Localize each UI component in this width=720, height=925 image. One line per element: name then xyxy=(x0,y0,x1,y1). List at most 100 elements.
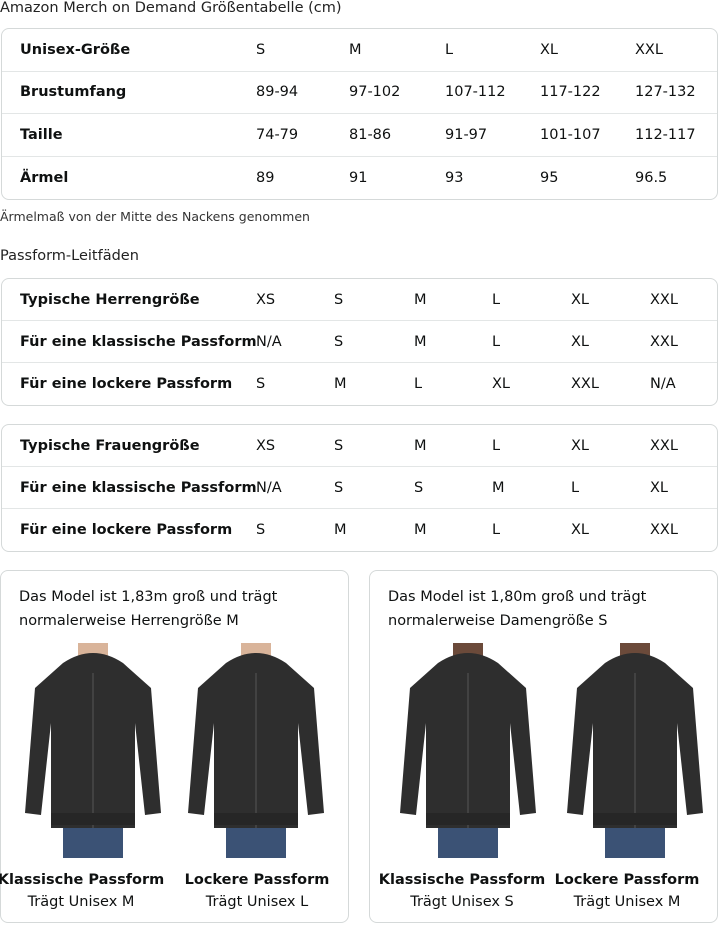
model-description: Das Model ist 1,83m groß und trägt norma… xyxy=(19,589,278,629)
table-row: Typische Herrengröße XS S M L XL XXL xyxy=(2,279,717,321)
sleeve-note: Ärmelmaß von der Mitte des Nackens genom… xyxy=(0,209,310,224)
row-label: Typische Herrengröße xyxy=(20,291,200,308)
table-cell: 89 xyxy=(256,169,275,186)
table-cell: L xyxy=(492,522,501,538)
table-row: Ärmel 89 91 93 95 96.5 xyxy=(2,157,717,200)
table-cell: XXL xyxy=(650,437,678,454)
table-cell: S xyxy=(256,522,266,538)
fit-label: Klassische Passform xyxy=(378,872,546,888)
women-fit-table: Typische Frauengröße XS S M L XL XXL Für eine k… xyxy=(1,424,718,552)
table-cell: XL xyxy=(571,437,590,454)
table-cell: L xyxy=(492,333,501,350)
model-photo xyxy=(23,643,163,858)
model-photo xyxy=(565,643,705,858)
table-cell: 81-86 xyxy=(349,126,392,143)
table-cell: XL xyxy=(571,291,590,308)
row-label: Brustumfang xyxy=(20,84,127,101)
table-cell: 74-79 xyxy=(256,126,299,143)
table-cell: N/A xyxy=(256,479,282,496)
row-label: Typische Frauengröße xyxy=(20,437,200,454)
table-cell: L xyxy=(445,41,454,58)
table-cell: XXL xyxy=(650,333,678,350)
wears-size: Trägt Unisex S xyxy=(410,894,514,910)
table-cell: XL xyxy=(650,479,669,496)
table-cell: M xyxy=(492,479,505,496)
table-cell: 89-94 xyxy=(256,84,299,101)
table-cell: XL xyxy=(540,41,559,58)
fit-label: Klassische Passform xyxy=(0,872,165,888)
table-cell: XL xyxy=(571,333,590,350)
table-cell: XL xyxy=(571,522,590,538)
table-cell: 91 xyxy=(349,169,368,186)
table-cell: S xyxy=(334,291,344,308)
table-cell: S xyxy=(414,479,424,496)
model-photo xyxy=(186,643,326,858)
table-cell: S xyxy=(256,41,266,58)
table-cell: 117-122 xyxy=(540,84,601,101)
table-cell: M xyxy=(414,291,427,308)
table-cell: L xyxy=(571,479,580,496)
table-row: Für eine lockere Passform S M M L XL XXL xyxy=(2,509,717,551)
table-cell: L xyxy=(492,291,501,308)
row-label: Für eine lockere Passform xyxy=(20,376,233,392)
model-caption: Lockere Passform Trägt Unisex M xyxy=(542,869,712,913)
model-caption: Lockere Passform Trägt Unisex L xyxy=(172,869,342,913)
wears-size: Trägt Unisex M xyxy=(27,894,135,910)
table-cell: XXL xyxy=(635,41,663,58)
table-row: Brustumfang 89-94 97-102 107-112 117-122 127-… xyxy=(2,72,717,114)
table-cell: M xyxy=(349,41,362,58)
table-cell: S xyxy=(334,479,344,496)
table-cell: 95 xyxy=(540,169,559,186)
table-row: Taille 74-79 81-86 91-97 101-107 112-117 xyxy=(2,114,717,157)
table-cell: M xyxy=(414,333,427,350)
table-cell: 91-97 xyxy=(445,126,488,143)
fit-label: Lockere Passform xyxy=(554,872,700,888)
model-caption: Klassische Passform Trägt Unisex S xyxy=(377,869,547,913)
table-cell: S xyxy=(334,333,344,350)
size-table: Unisex-Größe S M L XL XXL Brustumfang 89-94 97-1… xyxy=(1,28,718,200)
men-fit-table: Typische Herrengröße XS S M L XL XXL Für eine k… xyxy=(1,278,718,406)
fit-heading: Passform-Leitfäden xyxy=(0,248,139,264)
table-cell: M xyxy=(414,437,427,454)
men-model-card: Das Model ist 1,83m groß und trägt norma… xyxy=(0,570,349,923)
table-row: Typische Frauengröße XS S M L XL XXL xyxy=(2,425,717,467)
table-cell: N/A xyxy=(256,333,282,350)
table-cell: XS xyxy=(256,291,276,308)
model-photo xyxy=(398,643,538,858)
table-cell: L xyxy=(414,376,423,392)
table-cell: XL xyxy=(492,376,511,392)
wears-size: Trägt Unisex M xyxy=(573,894,681,910)
chart-title: Amazon Merch on Demand Größentabelle (cm… xyxy=(0,0,342,16)
table-cell: M xyxy=(414,522,427,538)
table-cell: 97-102 xyxy=(349,84,401,101)
table-cell: N/A xyxy=(650,376,676,392)
row-label: Für eine klassische Passform xyxy=(20,479,257,496)
table-cell: 107-112 xyxy=(445,84,506,101)
row-label: Ärmel xyxy=(20,169,69,186)
model-caption: Klassische Passform Trägt Unisex M xyxy=(0,869,166,913)
women-model-card: Das Model ist 1,80m groß und trägt norma… xyxy=(369,570,718,923)
table-cell: 101-107 xyxy=(540,126,601,143)
row-label: Taille xyxy=(20,126,63,143)
table-cell: M xyxy=(334,376,347,392)
table-row: Für eine lockere Passform S M L XL XXL N/A xyxy=(2,363,717,405)
table-cell: XXL xyxy=(571,376,599,392)
table-row: Unisex-Größe S M L XL XXL xyxy=(2,29,717,72)
table-cell: 127-132 xyxy=(635,84,696,101)
row-label: Für eine klassische Passform xyxy=(20,333,257,350)
table-cell: XS xyxy=(256,437,276,454)
table-cell: 93 xyxy=(445,169,464,186)
model-description: Das Model ist 1,80m groß und trägt norma… xyxy=(388,589,647,629)
table-cell: M xyxy=(334,522,347,538)
table-cell: L xyxy=(492,437,501,454)
table-row: Für eine klassische Passform N/A S M L XL XXL xyxy=(2,321,717,363)
table-cell: XXL xyxy=(650,522,678,538)
row-label: Unisex-Größe xyxy=(20,41,131,58)
table-cell: S xyxy=(256,376,266,392)
row-label: Für eine lockere Passform xyxy=(20,522,233,538)
table-cell: S xyxy=(334,437,344,454)
table-row: Für eine klassische Passform N/A S S M L XL xyxy=(2,467,717,509)
table-cell: XXL xyxy=(650,291,678,308)
table-cell: 112-117 xyxy=(635,126,696,143)
wears-size: Trägt Unisex L xyxy=(205,894,309,910)
